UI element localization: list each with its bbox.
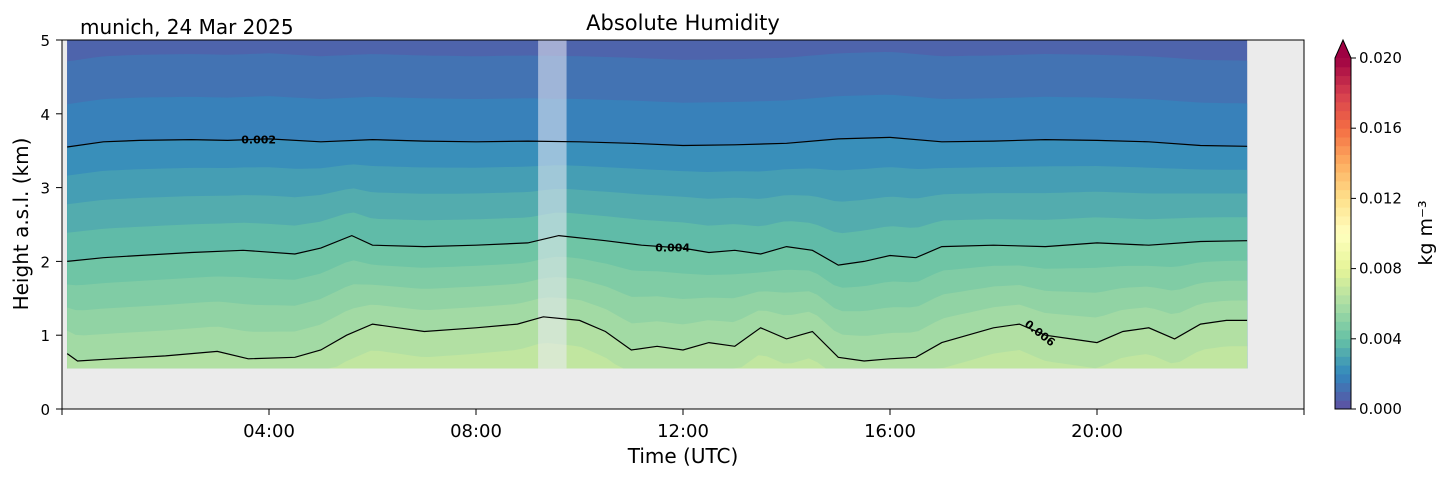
contour-line bbox=[66, 316, 1248, 362]
x-axis-label: Time (UTC) bbox=[627, 444, 739, 468]
colorbar-segment bbox=[1335, 277, 1351, 287]
colorbar-segment bbox=[1335, 75, 1351, 85]
contour-line bbox=[67, 234, 1248, 266]
colorbar-segment bbox=[1335, 268, 1351, 278]
colorbar-segment bbox=[1335, 391, 1351, 401]
colorbar-segment bbox=[1335, 400, 1351, 410]
colorbar-segment bbox=[1335, 180, 1351, 191]
y-tick-label: 2 bbox=[40, 253, 50, 271]
colorbar-segment bbox=[1335, 242, 1351, 252]
colorbar-segment bbox=[1335, 294, 1351, 305]
colorbar-tick-label: 0.012 bbox=[1359, 189, 1402, 207]
x-tick-label: 20:00 bbox=[1071, 421, 1123, 442]
y-tick-label: 1 bbox=[40, 327, 50, 345]
colorbar-segment bbox=[1335, 330, 1351, 340]
colorbar-segment bbox=[1335, 365, 1351, 375]
colorbar-segment bbox=[1335, 338, 1351, 349]
colorbar-segment bbox=[1335, 189, 1351, 199]
y-tick-label: 4 bbox=[40, 106, 50, 124]
colorbar-tick-label: 0.016 bbox=[1359, 119, 1402, 137]
colorbar-segment bbox=[1335, 259, 1351, 270]
x-tick-label: 04:00 bbox=[243, 421, 295, 442]
contour-label: 0.002 bbox=[241, 133, 276, 146]
site-date-label: munich, 24 Mar 2025 bbox=[80, 15, 294, 39]
colorbar-frame bbox=[1334, 38, 1352, 410]
colorbar: 0.000 0.004 0.008 0.012 0.016 0.020 bbox=[1334, 38, 1402, 418]
y-axis-label: Height a.s.l. (km) bbox=[9, 138, 33, 311]
colorbar-segment bbox=[1335, 136, 1351, 147]
colorbar-segment bbox=[1335, 154, 1351, 164]
colorbar-segment bbox=[1335, 66, 1351, 77]
colorbar-segment bbox=[1335, 312, 1351, 322]
colorbar-segment bbox=[1335, 303, 1351, 313]
y-tick-label: 0 bbox=[40, 401, 50, 419]
colorbar-segment bbox=[1335, 224, 1351, 234]
colorbar-segment bbox=[1335, 382, 1351, 392]
colorbar-segment bbox=[1335, 110, 1351, 120]
colorbar-segment bbox=[1335, 251, 1351, 261]
x-tick-label: 16:00 bbox=[864, 421, 916, 442]
colorbar-tick-label: 0.020 bbox=[1359, 49, 1402, 67]
colorbar-segment bbox=[1335, 347, 1351, 357]
colorbar-segment bbox=[1335, 373, 1351, 384]
colorbar-segment bbox=[1335, 163, 1351, 173]
colorbar-segment bbox=[1335, 172, 1351, 182]
colorbar-tick-label: 0.004 bbox=[1359, 330, 1402, 348]
y-tick-label: 5 bbox=[40, 32, 50, 50]
colorbar-segment bbox=[1335, 145, 1351, 156]
colorbar-segment bbox=[1335, 84, 1351, 94]
colorbar-segment bbox=[1335, 93, 1351, 103]
colorbar-segment bbox=[1335, 233, 1351, 243]
x-tick-label: 08:00 bbox=[450, 421, 502, 442]
colorbar-segment bbox=[1335, 356, 1351, 366]
colorbar-segment bbox=[1335, 321, 1351, 331]
colorbar-tick-label: 0.000 bbox=[1359, 400, 1402, 418]
colorbar-segment bbox=[1335, 215, 1351, 226]
humidity-band bbox=[67, 343, 1248, 369]
missing-data-rect bbox=[538, 40, 567, 369]
y-axis-ticks: 0 1 2 3 4 5 bbox=[40, 32, 62, 419]
colorbar-segment bbox=[1335, 198, 1351, 208]
colorbar-segment bbox=[1335, 58, 1351, 68]
colorbar-tick-label: 0.008 bbox=[1359, 260, 1402, 278]
contour-label: 0.004 bbox=[655, 241, 690, 254]
colorbar-segment bbox=[1335, 101, 1351, 112]
contour-line bbox=[67, 136, 1248, 148]
colorbar-segment bbox=[1335, 207, 1351, 217]
chart-title: Absolute Humidity bbox=[586, 11, 780, 35]
colorbar-segment bbox=[1335, 119, 1351, 129]
x-tick-label: 12:00 bbox=[657, 421, 709, 442]
colorbar-segment bbox=[1335, 286, 1351, 296]
humidity-field bbox=[67, 40, 1248, 369]
y-tick-label: 3 bbox=[40, 180, 50, 198]
colorbar-extend-arrow bbox=[1335, 40, 1351, 58]
missing-data-band bbox=[538, 40, 567, 369]
colorbar-segment bbox=[1335, 128, 1351, 138]
x-axis-ticks: 04:00 08:00 12:00 16:00 20:00 bbox=[61, 409, 1305, 442]
colorbar-label: kg m⁻³ bbox=[1415, 200, 1437, 265]
